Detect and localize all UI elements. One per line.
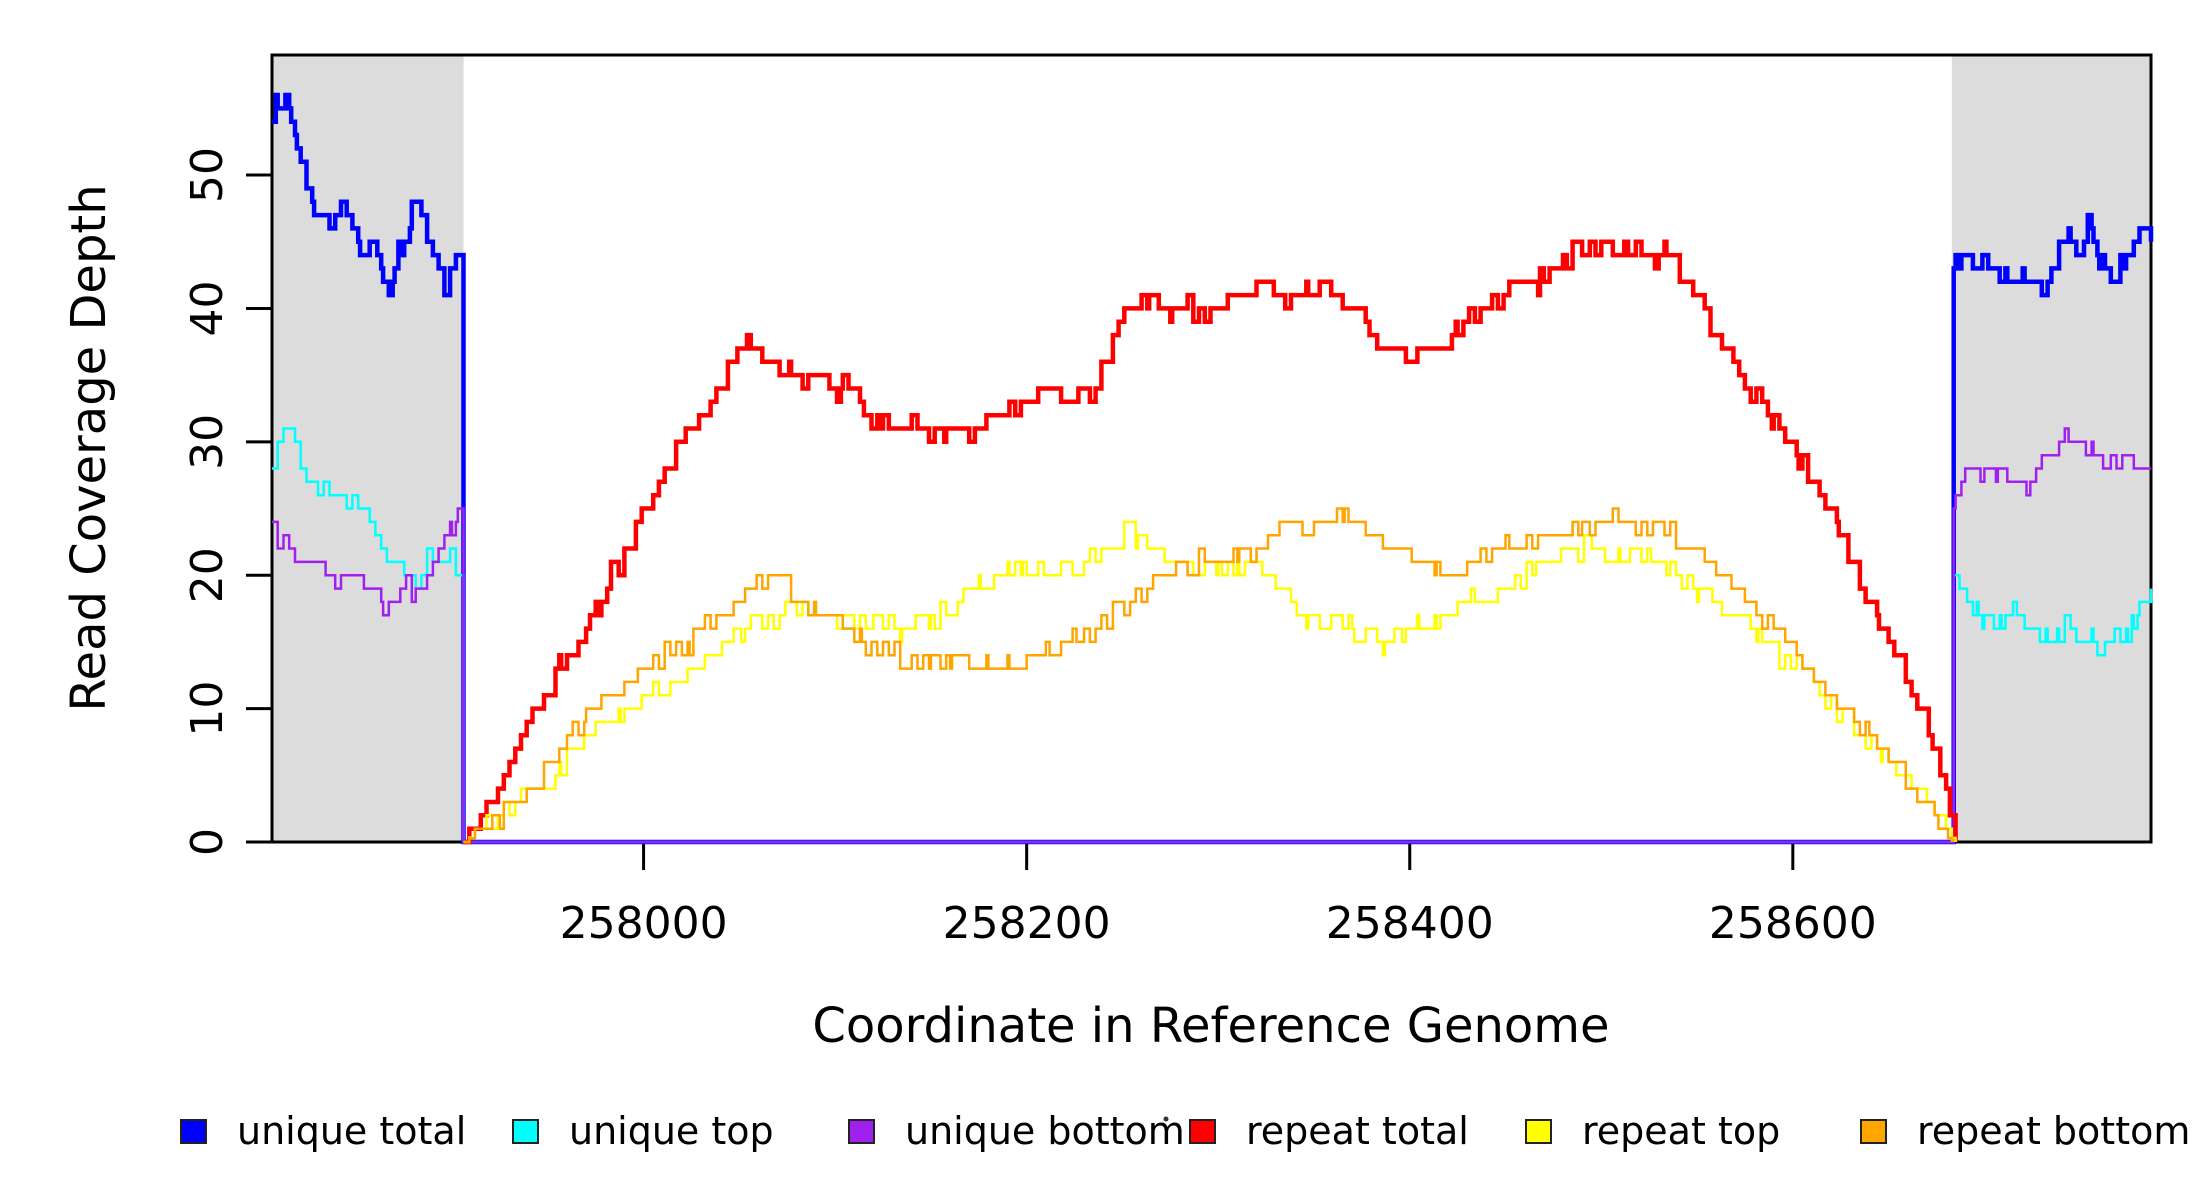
series-unique-top [272,427,2153,844]
series-repeat-top [463,520,1957,844]
y-axis-title: Read Coverage Depth [61,184,117,711]
legend-item-unique-top: unique top [512,1109,774,1153]
legend-label: repeat total [1246,1109,1469,1153]
legend-item-repeat-bottom: repeat bottom [1860,1109,2190,1153]
x-axis-title: Coordinate in Reference Genome [812,998,1609,1054]
legend-item-repeat-top: repeat top [1525,1109,1780,1153]
series-lines [272,92,2154,845]
legend-label: unique total [237,1109,466,1153]
legend-swatch-unique-top [512,1119,539,1144]
legend-swatch-unique-total [180,1119,207,1144]
legend-swatch-repeat-bottom [1860,1119,1887,1144]
y-tick-label: 20 [182,547,233,603]
y-tick-label: 50 [182,147,233,203]
right-shaded-region [1951,55,2151,842]
legend-label: repeat bottom [1917,1109,2190,1153]
x-tick-label: 258600 [1709,898,1877,949]
legend-label: unique top [569,1109,774,1153]
x-tick-label: 258400 [1326,898,1494,949]
legend-item-unique-total: unique total [180,1109,466,1153]
legend-item-unique-bottom: unique bottom [848,1109,1185,1153]
y-tick-label: 30 [182,414,233,470]
series-repeat-bottom [463,507,1955,844]
y-tick-label: 0 [182,828,233,856]
legend: unique total unique top unique bottom repea… [180,1109,2190,1153]
legend-swatch-repeat-top [1525,1119,1552,1144]
legend-swatch-repeat-total [1189,1119,1216,1144]
y-tick-label: 10 [182,681,233,737]
legend-swatch-unique-bottom [848,1119,875,1144]
series-unique-bottom [272,427,2151,844]
x-tick-label: 258200 [943,898,1111,949]
x-tick-label: 258000 [560,898,728,949]
axes: 258000 258200 258400 258600 0 10 20 30 40 50 [182,53,2153,949]
legend-artifact-dot [1163,1116,1169,1122]
legend-item-repeat-total: repeat total [1189,1109,1469,1153]
shaded-regions [272,55,2151,842]
y-tick-label: 40 [182,280,233,336]
legend-label: repeat top [1582,1109,1780,1153]
legend-label: unique bottom [905,1109,1185,1153]
left-shaded-region [272,55,464,842]
series-repeat-total [463,239,1958,845]
